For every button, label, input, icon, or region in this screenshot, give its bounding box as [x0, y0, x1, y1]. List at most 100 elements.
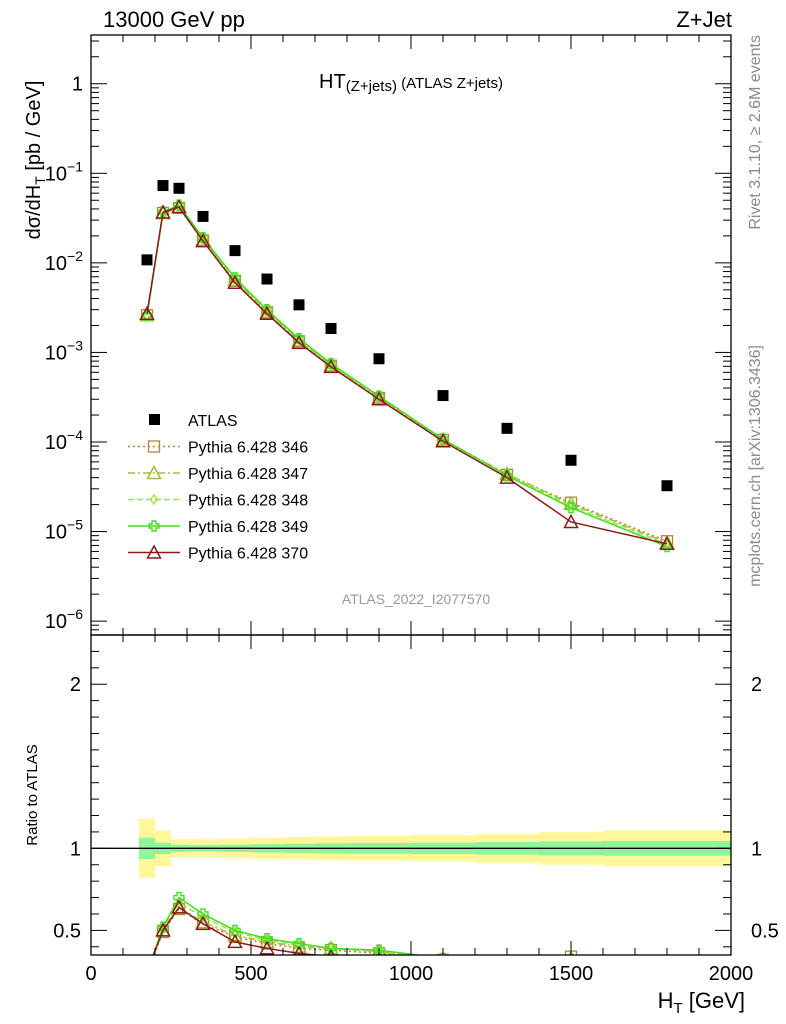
ratio-series-3-point — [662, 973, 672, 983]
series-4-point — [563, 513, 579, 529]
mcplots-label: mcplots.cern.ch [arXiv:1306.3436] — [747, 345, 764, 587]
x-tick-label: 1000 — [389, 963, 434, 985]
y-tick-label: 10−6 — [45, 606, 83, 633]
atlas-data-point — [141, 254, 153, 266]
ratio-series-0-point — [142, 968, 153, 979]
series-3-point — [141, 309, 153, 321]
series-4-point — [659, 535, 675, 551]
ratio-line-4 — [152, 906, 323, 955]
ratio-series-4-point — [141, 965, 154, 977]
ratio-series-2-point — [664, 972, 671, 981]
ratio-series-3-point — [293, 937, 305, 950]
ratio-line-3 — [152, 896, 424, 955]
y-tick-label: 10−3 — [45, 337, 83, 364]
ratio-series-1-point — [506, 953, 508, 955]
ratio-series-1-point — [227, 927, 243, 942]
ratio-series-3-point — [373, 944, 385, 955]
axes-layer: 0 500 1000 1500 2000 1 10−1 10−2 10−3 10−4 10−5 10−… — [45, 34, 779, 985]
atlas-data-point — [325, 322, 337, 334]
legend-marker-3 — [148, 520, 160, 532]
atlas-data-point — [373, 353, 385, 365]
atlas-data-point — [229, 245, 241, 257]
legend-label-4: Pythia 6.428 370 — [188, 546, 308, 563]
ratio-uncertainty-bands — [91, 818, 731, 878]
x-tick-label: 1500 — [549, 963, 594, 985]
atlas-data-point — [501, 422, 513, 434]
ratio-series-4-point — [155, 922, 171, 937]
legend-atlas-label: ATLAS — [188, 413, 238, 430]
legend-label-2: Pythia 6.428 348 — [188, 493, 308, 510]
ratio-tick-label-left: 2 — [70, 674, 81, 696]
ratio-series-4-point — [293, 945, 305, 955]
ratio-series-3-point — [502, 958, 512, 968]
series-4-point — [155, 204, 171, 219]
ratio-series-3-point — [197, 908, 209, 920]
series-3-point — [661, 540, 673, 553]
series-line-3 — [146, 204, 668, 548]
legend-marker-4 — [146, 544, 162, 559]
main-plot-frame — [90, 34, 732, 636]
ratio-series-0-point — [502, 958, 513, 969]
ratio-series-3-point — [157, 921, 169, 933]
plot-title: HT(Z+jets) (ATLAS Z+jets) — [319, 71, 503, 95]
ratio-series-4-point — [195, 915, 211, 931]
ratio-tick-label-right: 1 — [751, 838, 762, 860]
y-tick-label: 1 — [72, 74, 83, 96]
ratio-series-1-point — [141, 967, 154, 979]
atlas-data-points — [141, 180, 673, 492]
ratio-tick-label-left: 0.5 — [53, 920, 81, 942]
ratio-series-4-point — [171, 899, 187, 914]
ratio-series-4-point — [501, 960, 514, 972]
main-series-layer — [139, 198, 675, 553]
series-4-point — [323, 358, 339, 374]
series-4-point — [371, 391, 387, 406]
atlas-data-point — [261, 273, 273, 285]
series-4-point — [259, 305, 275, 321]
atlas-data-point — [661, 480, 673, 492]
legend-atlas-marker — [149, 414, 160, 425]
analysis-id-label: ATLAS_2022_I2077570 — [342, 591, 491, 607]
y-axis-label: dσ/dHT [pb / GeV] — [23, 81, 48, 240]
ratio-series-3-point — [173, 891, 185, 904]
legend-label-1: Pythia 6.428 347 — [188, 466, 308, 483]
series-2-point — [262, 305, 272, 317]
legend: ATLAS Pythia 6.428 346 Pythia 6.428 347 Pyt… — [128, 413, 308, 563]
ratio-series-4-point — [661, 970, 674, 982]
series-4-point — [499, 469, 515, 484]
ratio-series-0-point — [662, 968, 673, 979]
series-4-point — [171, 198, 187, 214]
atlas-data-point — [197, 210, 209, 222]
ratio-series-layer — [141, 891, 674, 983]
legend-marker-0 — [147, 440, 161, 453]
ratio-tick-label-right: 0.5 — [751, 920, 779, 942]
ratio-y-axis-label: Ratio to ATLAS — [24, 744, 41, 845]
ratio-series-4-point — [227, 933, 243, 949]
ratio-series-0-point — [436, 953, 450, 955]
y-tick-label: 10−1 — [45, 158, 83, 185]
x-tick-label: 0 — [85, 963, 96, 985]
ratio-series-3-point — [261, 932, 273, 945]
ratio-series-3-point — [142, 968, 152, 978]
ratio-series-2-point — [504, 959, 511, 968]
atlas-data-point — [437, 390, 449, 402]
ratio-tick-label-left: 1 — [70, 838, 81, 860]
atlas-data-point — [293, 299, 305, 311]
rivet-version-label: Rivet 3.1.10, ≥ 2.6M events — [747, 35, 764, 230]
ratio-tick-label-right: 2 — [751, 674, 762, 696]
y-tick-label: 10−4 — [45, 427, 83, 454]
series-line-4 — [146, 206, 668, 545]
legend-marker-2 — [149, 493, 159, 506]
series-4-point — [139, 305, 155, 321]
ratio-series-4-point — [259, 940, 275, 955]
y-tick-label: 10−5 — [45, 517, 83, 544]
series-4-point — [435, 433, 451, 448]
ratio-series-2-point — [144, 969, 151, 978]
series-4-point — [291, 334, 307, 350]
ratio-series-4-point — [437, 957, 450, 969]
ratio-plot-frame — [90, 634, 732, 956]
atlas-data-point — [565, 454, 577, 466]
legend-marker-1 — [146, 464, 162, 480]
header-energy-label: 13000 GeV pp — [103, 7, 245, 32]
x-axis-label: HT [GeV] — [658, 988, 745, 1017]
